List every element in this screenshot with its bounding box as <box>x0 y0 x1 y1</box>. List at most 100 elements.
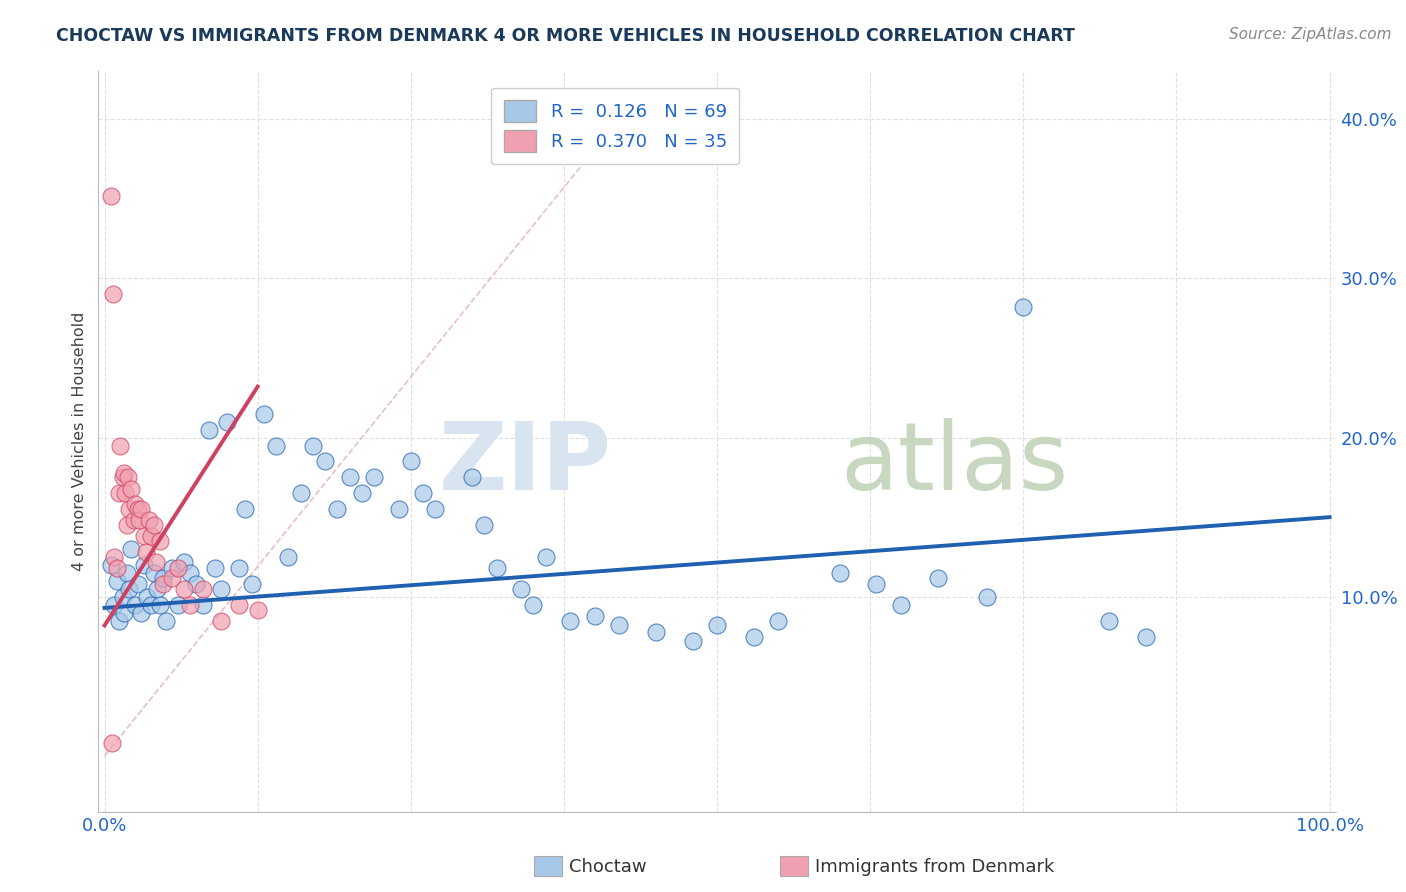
Point <box>215 415 238 429</box>
Point <box>121 541 143 556</box>
Point <box>129 502 152 516</box>
Point <box>152 571 174 585</box>
Point <box>152 577 174 591</box>
Point <box>425 502 447 516</box>
Point <box>865 577 887 591</box>
Point <box>110 438 132 452</box>
Point <box>290 486 312 500</box>
Point <box>976 590 998 604</box>
Point <box>118 502 141 516</box>
Point <box>191 598 214 612</box>
Point <box>412 486 434 500</box>
Point <box>742 630 765 644</box>
Point <box>167 598 190 612</box>
Point <box>927 571 949 585</box>
Point <box>179 566 201 580</box>
Point <box>706 618 728 632</box>
Point <box>103 549 125 564</box>
Point <box>387 502 409 516</box>
Point <box>108 614 131 628</box>
Point <box>100 188 122 202</box>
Point <box>138 513 160 527</box>
Point <box>472 518 495 533</box>
Point <box>128 513 150 527</box>
Point <box>127 577 149 591</box>
Point <box>558 614 581 628</box>
Point <box>132 558 155 572</box>
Text: Source: ZipAtlas.com: Source: ZipAtlas.com <box>1229 27 1392 42</box>
Point <box>209 582 232 596</box>
Point <box>139 598 162 612</box>
Point <box>111 590 134 604</box>
Point <box>253 407 276 421</box>
Point <box>127 502 149 516</box>
Point <box>890 598 912 612</box>
Point <box>1098 614 1121 628</box>
Point <box>186 577 208 591</box>
Text: atlas: atlas <box>841 417 1069 509</box>
Point <box>363 470 385 484</box>
Point <box>510 582 533 596</box>
Point <box>228 598 250 612</box>
Point <box>122 513 145 527</box>
Point <box>246 602 269 616</box>
Point <box>121 482 143 496</box>
Point <box>108 486 131 500</box>
Point <box>534 549 557 564</box>
Legend: R =  0.126   N = 69, R =  0.370   N = 35: R = 0.126 N = 69, R = 0.370 N = 35 <box>491 87 740 164</box>
Point <box>124 498 146 512</box>
Point <box>100 558 122 572</box>
Point <box>197 423 219 437</box>
Point <box>644 624 666 639</box>
Point <box>682 634 704 648</box>
Point <box>607 618 630 632</box>
Point <box>136 590 159 604</box>
Point <box>117 470 139 484</box>
Point <box>399 454 422 468</box>
Y-axis label: 4 or more Vehicles in Household: 4 or more Vehicles in Household <box>72 312 87 571</box>
Point <box>228 561 250 575</box>
Point <box>209 614 232 628</box>
Point <box>103 598 125 612</box>
Point <box>118 582 141 596</box>
Point <box>173 555 195 569</box>
Point <box>149 534 172 549</box>
Point <box>264 438 287 452</box>
Point <box>583 608 606 623</box>
Point <box>828 566 851 580</box>
Point <box>314 454 336 468</box>
Point <box>129 606 152 620</box>
Point <box>101 736 124 750</box>
Point <box>173 582 195 596</box>
Text: Choctaw: Choctaw <box>569 858 647 876</box>
Point <box>461 470 484 484</box>
Point <box>485 561 508 575</box>
Point <box>146 582 169 596</box>
Point <box>101 287 124 301</box>
Point <box>105 561 128 575</box>
Point <box>160 571 183 585</box>
Point <box>112 466 135 480</box>
Point <box>112 606 135 620</box>
Point <box>204 561 226 575</box>
Point <box>135 545 157 559</box>
Point <box>301 438 323 452</box>
Point <box>768 614 790 628</box>
Point <box>142 566 165 580</box>
Point <box>155 614 177 628</box>
Point <box>179 598 201 612</box>
Point <box>167 561 190 575</box>
Point <box>326 502 349 516</box>
Point <box>145 555 167 569</box>
Point <box>132 529 155 543</box>
Point <box>105 574 128 588</box>
Point <box>350 486 373 500</box>
Point <box>115 566 138 580</box>
Point <box>142 518 165 533</box>
Point <box>1135 630 1157 644</box>
Text: ZIP: ZIP <box>439 417 612 509</box>
Point <box>160 561 183 575</box>
Point <box>149 598 172 612</box>
Point <box>240 577 263 591</box>
Point <box>235 502 257 516</box>
